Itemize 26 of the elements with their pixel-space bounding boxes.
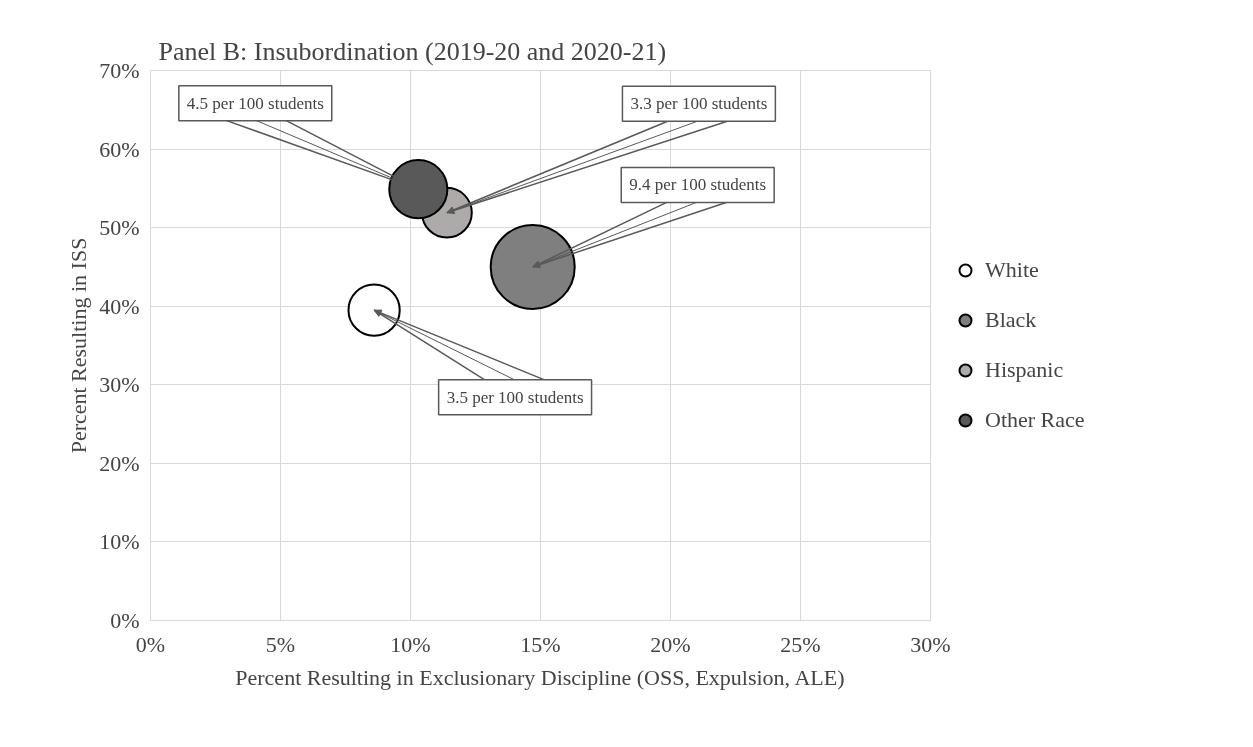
annotation: 4.5 per 100 students — [186, 93, 324, 113]
y-tick-label: 40% — [99, 293, 140, 319]
annotation: 3.3 per 100 students — [630, 94, 768, 114]
annotation: 3.5 per 100 students — [446, 387, 584, 407]
legend-label: Other Race — [985, 407, 1085, 433]
legend-label: Black — [985, 307, 1037, 333]
y-tick-label: 0% — [110, 608, 140, 633]
x-tick-label: 25% — [780, 631, 821, 657]
x-tick-label: 20% — [650, 631, 691, 657]
x-tick-label: 15% — [520, 631, 561, 657]
x-tick-label: 5% — [265, 631, 296, 657]
legend-label: White — [985, 257, 1039, 283]
y-axis-title: Percent Resulting in ISS — [66, 237, 92, 454]
y-tick-label: 30% — [99, 372, 140, 398]
x-tick-label: 10% — [390, 631, 431, 657]
y-tick-label: 50% — [99, 215, 140, 241]
x-axis-title: Percent Resulting in Exclusionary Discipline (OSS, Expulsion, ALE) — [235, 664, 845, 690]
legend-label: Hispanic — [985, 357, 1064, 383]
y-tick-label: 10% — [99, 529, 140, 555]
x-tick-label: 0% — [135, 631, 166, 657]
y-tick-label: 60% — [99, 136, 140, 162]
y-tick-label: 20% — [99, 450, 140, 476]
annotation: 9.4 per 100 students — [629, 175, 767, 195]
x-tick-label: 30% — [910, 631, 951, 657]
chart-title: Panel B: Insubordination (2019-20 and 2020-21) — [158, 36, 667, 66]
y-tick-label: 70% — [99, 58, 140, 83]
